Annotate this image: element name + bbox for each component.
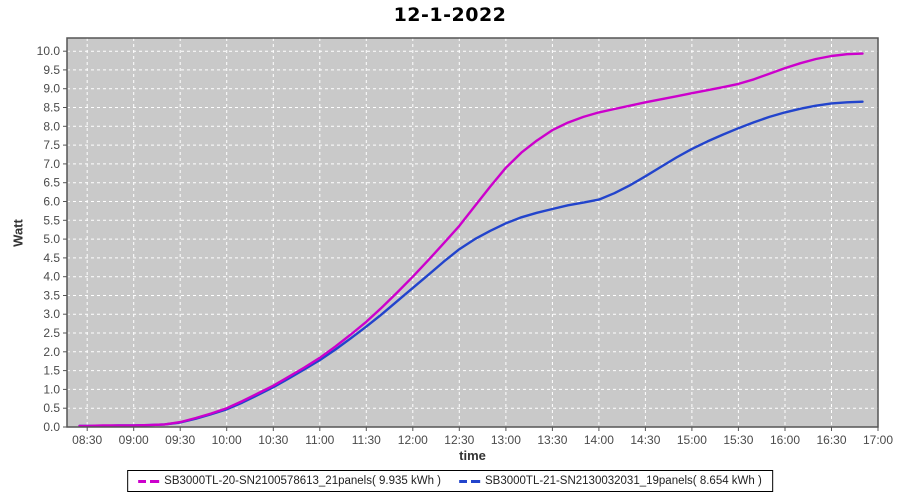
x-tick-label: 10:00 xyxy=(212,433,242,447)
series1-line-swatch-icon xyxy=(138,479,160,483)
y-tick-label: 5.5 xyxy=(43,213,60,227)
x-tick-label: 10:30 xyxy=(258,433,288,447)
y-tick-label: 7.5 xyxy=(43,138,60,152)
y-tick-label: 3.0 xyxy=(43,307,60,321)
y-tick-label: 10.0 xyxy=(37,44,61,58)
legend-entry-inverter-21: SB3000TL-21-SN2130032031_19panels( 8.654… xyxy=(459,475,762,487)
y-tick-label: 5.0 xyxy=(43,232,60,246)
x-tick-label: 13:00 xyxy=(491,433,521,447)
x-tick-label: 08:30 xyxy=(72,433,102,447)
y-tick-label: 8.5 xyxy=(43,101,60,115)
plot-border xyxy=(66,37,879,428)
x-tick-label: 17:00 xyxy=(863,433,893,447)
x-tick-label: 16:00 xyxy=(770,433,800,447)
x-tick-label: 11:30 xyxy=(352,433,381,447)
x-tick-label: 14:30 xyxy=(630,433,660,447)
y-tick-label: 1.0 xyxy=(43,382,60,396)
x-tick-label: 09:00 xyxy=(119,433,149,447)
y-tick-label: 4.0 xyxy=(43,270,60,284)
y-tick-label: 0.0 xyxy=(43,420,60,434)
x-tick-label: 13:30 xyxy=(537,433,567,447)
legend-entry-inverter-20: SB3000TL-20-SN2100578613_21panels( 9.935… xyxy=(138,475,441,487)
y-tick-label: 4.5 xyxy=(43,251,60,265)
x-tick-label: 09:30 xyxy=(165,433,195,447)
y-tick-label: 6.0 xyxy=(43,195,60,209)
y-tick-label: 9.0 xyxy=(43,82,60,96)
x-tick-label: 15:30 xyxy=(723,433,753,447)
x-axis-label: time xyxy=(459,448,486,463)
legend-label-inverter-20: SB3000TL-20-SN2100578613_21panels( 9.935… xyxy=(164,475,441,487)
legend-label-inverter-21: SB3000TL-21-SN2130032031_19panels( 8.654… xyxy=(485,475,762,487)
y-tick-label: 1.5 xyxy=(43,364,60,378)
x-tick-label: 11:00 xyxy=(305,433,334,447)
y-tick-label: 2.5 xyxy=(43,326,60,340)
x-tick-label: 12:00 xyxy=(398,433,428,447)
series2-line-swatch-icon xyxy=(459,479,480,483)
series-line-1 xyxy=(78,52,864,428)
y-tick-label: 7.0 xyxy=(43,157,60,171)
plot-area xyxy=(67,38,878,427)
x-tick-label: 15:00 xyxy=(677,433,707,447)
y-axis-label: Watt xyxy=(10,219,26,247)
y-tick-label: 0.5 xyxy=(43,401,60,415)
y-tick-label: 8.0 xyxy=(43,119,60,133)
chart-legend: SB3000TL-20-SN2100578613_21panels( 9.935… xyxy=(127,470,773,492)
y-tick-label: 3.5 xyxy=(43,289,60,303)
x-tick-label: 12:30 xyxy=(444,433,474,447)
x-tick-label: 16:30 xyxy=(816,433,846,447)
chart-title: 12-1-2022 xyxy=(393,4,507,26)
y-tick-label: 9.5 xyxy=(43,63,60,77)
x-tick-label: 14:00 xyxy=(584,433,614,447)
y-tick-label: 6.5 xyxy=(43,176,60,190)
y-tick-label: 2.0 xyxy=(43,345,60,359)
